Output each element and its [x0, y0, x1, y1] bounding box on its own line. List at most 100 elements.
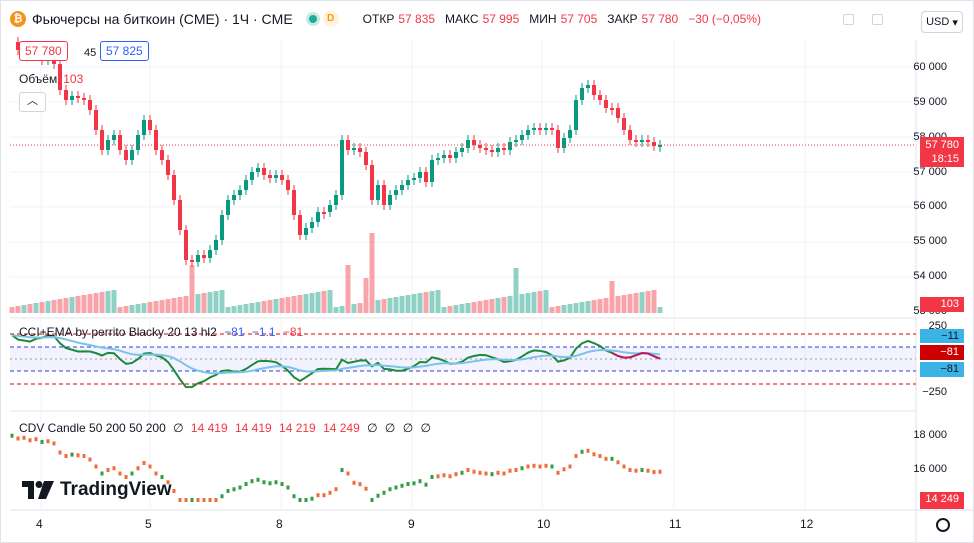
- cdv-label[interactable]: CDV Candle 50 200 50 200: [19, 421, 166, 435]
- candle-body: [484, 148, 488, 150]
- cdv-candle: [370, 498, 374, 502]
- currency-select[interactable]: USD ▾: [921, 11, 963, 33]
- cdv-candle: [172, 489, 176, 493]
- candle-body: [232, 195, 236, 200]
- volume-bar: [261, 301, 267, 313]
- cdv-candle: [232, 487, 236, 492]
- cci-bear-line: [611, 351, 661, 360]
- candle-body: [526, 130, 530, 135]
- window-icon[interactable]: [872, 14, 883, 25]
- symbol-legend: ₿ Фьючерсы на биткоин (CME) · 1Ч · CME D…: [10, 11, 761, 27]
- volume-bar: [459, 304, 465, 313]
- cdv-value-4: 14 249: [323, 421, 360, 435]
- cdv-value-1: 14 419: [190, 421, 228, 435]
- candle-body: [322, 212, 326, 214]
- volume-bar: [609, 281, 615, 313]
- sell-button[interactable]: 57 780: [19, 41, 68, 61]
- volume-bar: [177, 297, 183, 313]
- candle-body: [628, 130, 632, 140]
- cdv-candle: [628, 468, 632, 472]
- cdv-candle: [226, 489, 230, 493]
- candle-body: [154, 130, 158, 150]
- logo-text: TradingView: [60, 479, 172, 500]
- candle-body: [52, 58, 56, 64]
- spread-value: 45: [79, 44, 102, 64]
- maximize-icon[interactable]: [843, 14, 854, 25]
- candle-body: [502, 148, 506, 150]
- price-tick: 60 000: [913, 61, 947, 73]
- candle-body: [412, 178, 416, 180]
- candle-body: [490, 150, 494, 152]
- cdv-candle: [520, 466, 524, 471]
- candle-body: [592, 85, 596, 95]
- candle-body: [370, 165, 374, 200]
- volume-bar: [465, 303, 471, 313]
- chevron-down-icon: ▾: [952, 16, 958, 29]
- collapse-legend-button[interactable]: ︿: [19, 92, 46, 112]
- cdv-candle: [646, 468, 650, 473]
- cdv-candle: [238, 485, 242, 490]
- candle-body: [436, 158, 440, 160]
- volume-bar: [453, 305, 459, 313]
- tradingview-logo[interactable]: TradingView: [22, 479, 172, 501]
- last-price-tag: 57 780 18:15: [920, 137, 964, 167]
- cdv-candle: [562, 467, 566, 472]
- candle-body: [268, 175, 272, 178]
- candle-body: [514, 140, 518, 142]
- candle-body: [508, 142, 512, 150]
- candle-body: [256, 168, 260, 172]
- price-tick: 55 000: [913, 235, 947, 247]
- cdv-candle: [322, 493, 326, 498]
- cdv-legend: CDV Candle 50 200 50 200 ∅ 14 419 14 419…: [19, 421, 431, 435]
- candle-body: [544, 128, 548, 130]
- cci-label[interactable]: CCI+EMA by perrito Blacky 20 13 hl2: [19, 325, 217, 339]
- candle-body: [124, 150, 128, 160]
- cdv-candle: [484, 471, 488, 476]
- cdv-candle: [76, 453, 80, 458]
- volume-bar: [561, 305, 567, 313]
- buy-button[interactable]: 57 825: [100, 41, 149, 61]
- settings-gear-icon[interactable]: [936, 518, 950, 532]
- cdv-candle: [400, 483, 404, 488]
- cdv-candle: [514, 468, 518, 472]
- candle-body: [634, 140, 638, 142]
- volume-bar: [555, 306, 561, 313]
- cdv-value-5: ∅: [367, 421, 378, 435]
- volume-bar: [129, 305, 135, 313]
- candle-body: [646, 140, 650, 142]
- delayed-data-badge[interactable]: D: [322, 11, 339, 27]
- volume-bar: [513, 268, 519, 313]
- cdv-candle: [532, 463, 536, 468]
- candle-body: [562, 138, 566, 148]
- volume-bar: [39, 302, 45, 313]
- change-value: −30 (−0,05%): [688, 12, 761, 26]
- symbol-title[interactable]: Фьючерсы на биткоин (CME) · 1Ч · CME: [32, 11, 293, 27]
- volume-bar: [531, 292, 537, 313]
- candle-body: [58, 64, 62, 90]
- volume-bar: [345, 265, 351, 313]
- volume-bar: [567, 304, 573, 313]
- cdv-tick: 18 000: [913, 429, 947, 441]
- close-label: ЗАКР: [607, 12, 638, 26]
- cci-tick: −250: [922, 386, 947, 398]
- cdv-candle: [310, 496, 314, 501]
- volume-bar: [603, 298, 609, 313]
- cdv-candle: [466, 468, 470, 472]
- cdv-candle: [52, 441, 56, 446]
- cci-value-1: −81: [224, 325, 245, 339]
- volume-bar: [579, 302, 585, 313]
- candle-body: [136, 135, 140, 150]
- cdv-candle: [178, 498, 182, 502]
- volume-bar: [333, 307, 339, 313]
- cdv-candle: [580, 449, 584, 454]
- volume-bar: [159, 300, 165, 313]
- cdv-candle: [250, 479, 254, 484]
- volume-legend: Объём 103: [19, 72, 83, 86]
- candle-body: [166, 160, 170, 175]
- time-tick: 11: [669, 517, 682, 531]
- candle-body: [574, 100, 578, 130]
- cdv-candle: [454, 472, 458, 477]
- cdv-candle: [244, 482, 248, 486]
- volume-bar: [135, 304, 141, 313]
